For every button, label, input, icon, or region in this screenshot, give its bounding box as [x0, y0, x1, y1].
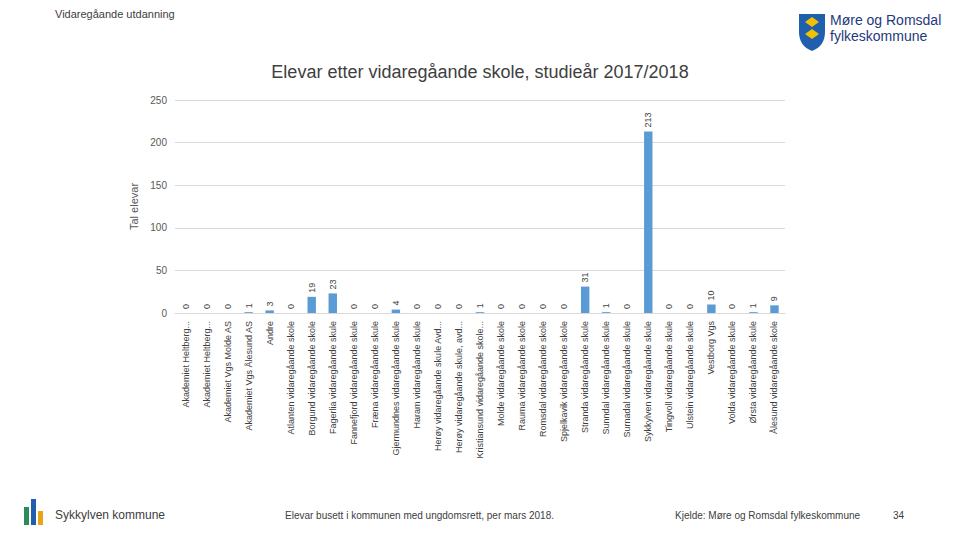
- svg-text:23: 23: [328, 279, 338, 289]
- svg-text:50: 50: [156, 265, 168, 276]
- svg-text:Tingvoll vidaregåande skule: Tingvoll vidaregåande skule: [664, 321, 674, 432]
- svg-text:0: 0: [181, 304, 191, 309]
- svg-text:Akademiet Vgs Molde AS: Akademiet Vgs Molde AS: [223, 321, 233, 423]
- svg-text:Andre: Andre: [265, 321, 275, 345]
- svg-text:0: 0: [664, 304, 674, 309]
- svg-text:Fagerlia vidaregåande skule: Fagerlia vidaregåande skule: [328, 321, 338, 434]
- html-text:Vidaregåande utdanning: Vidaregåande utdanning: [55, 8, 175, 20]
- svg-text:Akademiet Heltberg...: Akademiet Heltberg...: [181, 321, 191, 408]
- svg-text:10: 10: [706, 290, 716, 300]
- svg-text:Rauma vidaregåande skole: Rauma vidaregåande skole: [517, 321, 527, 431]
- svg-text:1: 1: [244, 303, 254, 308]
- html-text:fylkeskommune: fylkeskommune: [830, 28, 928, 44]
- svg-text:1: 1: [748, 303, 758, 308]
- svg-text:Borgund vidaregåande skole: Borgund vidaregåande skole: [307, 321, 317, 436]
- svg-text:Akademiet Heltberg...: Akademiet Heltberg...: [202, 321, 212, 408]
- svg-text:0: 0: [685, 304, 695, 309]
- svg-text:0: 0: [286, 304, 296, 309]
- svg-text:Vestborg Vgs: Vestborg Vgs: [706, 321, 716, 375]
- svg-text:Volda vidaregåande skule: Volda vidaregåande skule: [727, 321, 737, 424]
- svg-text:0: 0: [412, 304, 422, 309]
- svg-text:0: 0: [496, 304, 506, 309]
- svg-text:Fræna vidaregåande skule: Fræna vidaregåande skule: [370, 321, 380, 428]
- svg-text:0: 0: [538, 304, 548, 309]
- svg-text:Molde vidaregåande skole: Molde vidaregåande skole: [496, 321, 506, 426]
- html-text:34: 34: [893, 510, 905, 521]
- svg-text:4: 4: [391, 301, 401, 306]
- svg-text:0: 0: [559, 304, 569, 309]
- html-text:Møre og Romsdal: Møre og Romsdal: [830, 12, 942, 28]
- svg-text:Ålesund vidaregåande skole: Ålesund vidaregåande skole: [769, 321, 779, 434]
- svg-text:9: 9: [769, 296, 779, 301]
- html-text:Elevar busett i kommunen med u: Elevar busett i kommunen med ungdomsrett…: [285, 510, 554, 521]
- svg-text:Surnadal vidaregåande skule: Surnadal vidaregåande skule: [622, 321, 632, 438]
- svg-text:19: 19: [307, 283, 317, 293]
- svg-text:0: 0: [727, 304, 737, 309]
- svg-text:Stranda vidaregåande skule: Stranda vidaregåande skule: [580, 321, 590, 433]
- svg-text:100: 100: [150, 222, 167, 233]
- svg-text:Sunndal vidaregåande skule: Sunndal vidaregåande skule: [601, 321, 611, 435]
- svg-text:1: 1: [475, 303, 485, 308]
- svg-text:Herøy vidaregåande skule Avd..: Herøy vidaregåande skule Avd...: [433, 321, 443, 451]
- svg-text:Herøy vidaregåande skule, avd.: Herøy vidaregåande skule, avd...: [454, 321, 464, 453]
- svg-text:Sykkylven vidaregåande skule: Sykkylven vidaregåande skule: [643, 321, 653, 442]
- svg-text:0: 0: [202, 304, 212, 309]
- svg-text:200: 200: [150, 137, 167, 148]
- svg-text:250: 250: [150, 95, 167, 106]
- svg-text:Romsdal vidaregåande skole: Romsdal vidaregåande skole: [538, 321, 548, 437]
- svg-text:0: 0: [622, 304, 632, 309]
- svg-text:Fannefjord vidaregåande skule: Fannefjord vidaregåande skule: [349, 321, 359, 445]
- svg-text:Atlanten vidaregåande skole: Atlanten vidaregåande skole: [286, 321, 296, 435]
- svg-text:0: 0: [223, 304, 233, 309]
- svg-text:Tal elevar: Tal elevar: [128, 183, 140, 230]
- svg-text:31: 31: [580, 273, 590, 283]
- svg-text:0: 0: [433, 304, 443, 309]
- svg-text:0: 0: [370, 304, 380, 309]
- svg-text:0: 0: [517, 304, 527, 309]
- svg-text:0: 0: [349, 304, 359, 309]
- html-text:Sykkylven kommune: Sykkylven kommune: [55, 508, 165, 522]
- svg-text:Ulstein vidaregåande skule: Ulstein vidaregåande skule: [685, 321, 695, 429]
- svg-text:Kristiansund vidaregåande skol: Kristiansund vidaregåande skole...: [475, 321, 485, 459]
- svg-text:213: 213: [643, 112, 653, 127]
- svg-text:0: 0: [454, 304, 464, 309]
- svg-text:Haram vidaregåande skule: Haram vidaregåande skule: [412, 321, 422, 429]
- svg-text:Akademiet Vgs Ålesund AS: Akademiet Vgs Ålesund AS: [244, 321, 254, 431]
- svg-text:Ørsta vidaregåande skule: Ørsta vidaregåande skule: [748, 321, 758, 424]
- svg-text:0: 0: [161, 308, 167, 319]
- html-text:Kjelde: Møre og Romsdal fylkes: Kjelde: Møre og Romsdal fylkeskommune: [675, 510, 861, 521]
- svg-text:Elevar etter vidaregåande skol: Elevar etter vidaregåande skole, studieå…: [271, 62, 688, 82]
- svg-text:3: 3: [265, 301, 275, 306]
- svg-text:Spjelkavik vidaregåande skole: Spjelkavik vidaregåande skole: [559, 321, 569, 442]
- svg-text:Gjermundnes vidaregåande skule: Gjermundnes vidaregåande skule: [391, 321, 401, 456]
- svg-text:150: 150: [150, 180, 167, 191]
- svg-text:1: 1: [601, 303, 611, 308]
